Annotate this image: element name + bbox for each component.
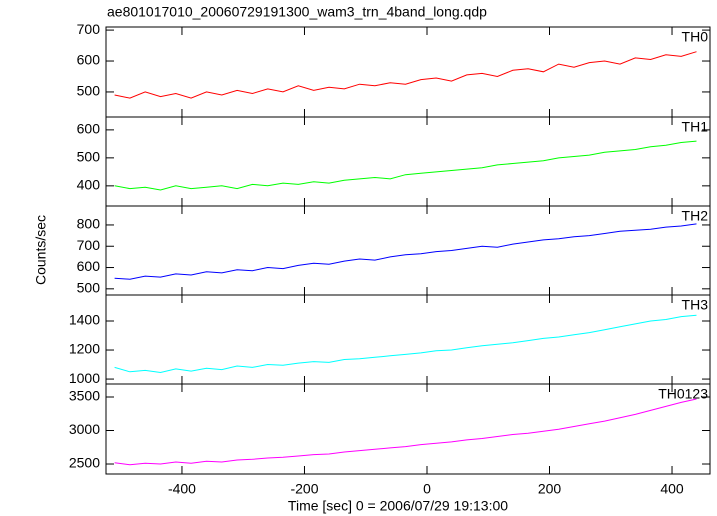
y-tick-label: 600 (77, 52, 101, 68)
panel-frame (105, 383, 711, 475)
series-line (114, 51, 697, 99)
y-tick-label: 700 (77, 21, 101, 37)
y-tick-label: 400 (77, 177, 101, 193)
x-axis-label: Time [sec] 0 = 2006/07/29 19:13:00 (288, 498, 508, 514)
x-tick-label: -200 (290, 481, 318, 497)
x-tick-label: -400 (168, 481, 196, 497)
y-tick-label: 700 (77, 237, 101, 253)
y-tick-label: 1400 (69, 312, 100, 328)
y-tick-label: 800 (77, 216, 101, 232)
y-tick-label: 3000 (69, 421, 100, 437)
series-line (114, 314, 697, 374)
y-tick-label: 1200 (69, 341, 100, 357)
panel-label: TH2 (682, 208, 709, 224)
x-tick-label: 400 (660, 481, 684, 497)
panel-frame (105, 205, 711, 296)
panel-frame (105, 294, 711, 385)
y-tick-label: 3500 (69, 388, 100, 404)
panel-label: TH0 (682, 29, 709, 45)
y-tick-label: 500 (77, 149, 101, 165)
y-tick-label: 600 (77, 121, 101, 137)
chart-title: ae801017010_20060729191300_wam3_trn_4ban… (107, 4, 487, 20)
series-line (114, 140, 697, 191)
y-tick-label: 600 (77, 258, 101, 274)
y-tick-label: 2500 (69, 455, 100, 471)
series-line (114, 398, 697, 466)
y-tick-label: 500 (77, 83, 101, 99)
panel-label: TH3 (682, 297, 709, 313)
panel-label: TH1 (682, 119, 709, 135)
panel-label: TH0123 (658, 386, 708, 402)
y-axis-label: Counts/sec (33, 215, 49, 285)
y-tick-label: 1000 (69, 370, 100, 386)
panel-frame (105, 26, 711, 118)
x-tick-label: 200 (538, 481, 562, 497)
y-tick-label: 500 (77, 280, 101, 296)
panel-frame (105, 116, 711, 207)
series-line (114, 223, 697, 280)
x-tick-label: 0 (423, 481, 431, 497)
